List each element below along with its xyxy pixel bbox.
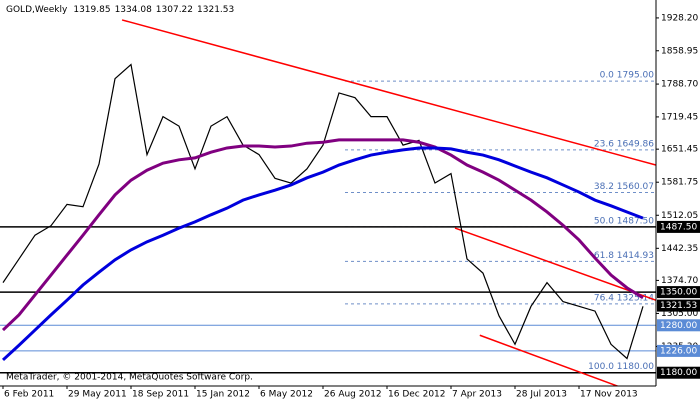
y-tick-label: 1442.35 (661, 244, 698, 254)
open: 1319.85 (73, 5, 110, 15)
x-tick-label: 28 Jul 2013 (516, 390, 567, 400)
fibo-label: 0.0 1795.00 (600, 71, 655, 81)
price-box (657, 344, 700, 357)
fibo-label: 38.2 1560.07 (594, 182, 654, 192)
x-tick-label: 16 Dec 2012 (388, 390, 446, 400)
series-line (1, 138, 644, 332)
axes: 1928.20 1858.95 1788.70 1719.45 1651.45 1581.… (2, 13, 700, 400)
plot-area: 0.0 1795.00 23.6 1649.86 38.2 1560.07 50.0 … (0, 19, 656, 386)
close: 1321.53 (197, 5, 234, 15)
price-box (657, 286, 700, 299)
y-tick-label: 1581.75 (661, 178, 698, 188)
fibo-label: 50.0 1487.50 (594, 216, 654, 226)
x-tick-label: 18 Sep 2011 (132, 390, 189, 400)
price-box (657, 299, 700, 312)
fibo-label: 100.0 1180.00 (588, 362, 654, 372)
price-box (657, 366, 700, 379)
price-box (657, 220, 700, 233)
price-box (657, 319, 700, 332)
series-line (2, 63, 644, 360)
fibo-label: 76.4 1325.14 (594, 293, 654, 303)
symbol: GOLD,Weekly 1319.85 1334.08 1307.22 1321.53 (6, 5, 234, 15)
fibo-label: 23.6 1649.86 (594, 139, 654, 149)
x-tick-label: 29 May 2011 (68, 390, 127, 400)
x-tick-label: 7 Apr 2013 (452, 390, 502, 400)
trend-line (454, 227, 656, 301)
y-tick-label: 1374.70 (661, 276, 698, 286)
series-line (1, 146, 644, 362)
x-tick-label: 26 Aug 2012 (324, 390, 382, 400)
fibo-label: 61.8 1414.93 (594, 251, 654, 261)
price-label: 1180.00 (660, 368, 697, 378)
x-tick-label: 17 Nov 2013 (580, 390, 638, 400)
y-tick-label: 1305.00 (661, 309, 698, 319)
y-tick-label: 1858.95 (661, 46, 698, 56)
trend-line (479, 334, 620, 386)
price-label: 1487.50 (660, 222, 697, 232)
low: 1307.22 (156, 5, 193, 15)
y-tick-label: 1788.70 (661, 80, 698, 90)
high: 1334.08 (115, 5, 152, 15)
y-tick-label: 1719.45 (661, 112, 698, 122)
x-tick-label: 15 Jan 2012 (196, 390, 250, 400)
copyright: MetaTrader, © 2001-2014, MetaQuotes Soft… (6, 373, 253, 383)
symbol-name: GOLD,Weekly (6, 5, 68, 15)
y-tick-label: 1512.05 (661, 211, 698, 221)
price-label: 1226.00 (660, 346, 697, 356)
price-label: 1280.00 (660, 321, 697, 331)
y-tick-label: 1928.20 (661, 13, 698, 23)
trend-line (121, 19, 656, 166)
y-tick-label: 1651.45 (661, 145, 698, 155)
x-tick-label: 6 May 2012 (260, 390, 313, 400)
x-tick-label: 6 Feb 2011 (4, 390, 54, 400)
price-label: 1321.53 (660, 301, 697, 311)
price-label: 1350.00 (660, 288, 697, 298)
